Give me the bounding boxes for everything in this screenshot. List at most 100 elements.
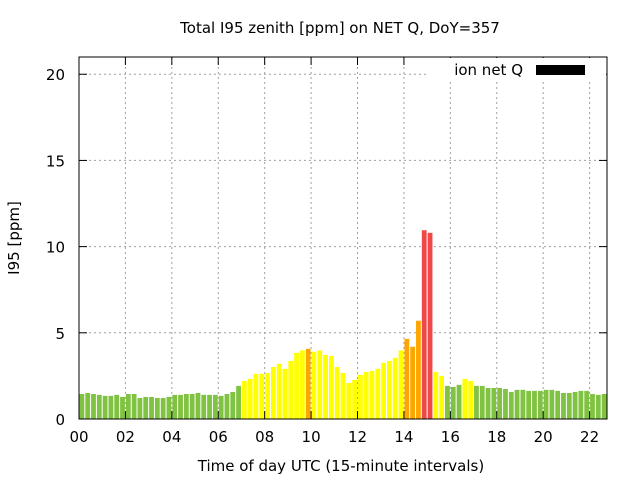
bar xyxy=(532,390,537,419)
bar xyxy=(363,371,369,419)
bar xyxy=(224,394,230,419)
bar xyxy=(566,392,572,419)
bar xyxy=(207,394,212,419)
bar xyxy=(503,389,508,419)
ticks: 0 5 10 15 20 00 02 04 06 08 10 12 14 16 18 20 22 xyxy=(46,57,607,446)
x-tick-label: 00 xyxy=(69,428,88,446)
bar xyxy=(334,366,340,419)
bar xyxy=(601,394,607,419)
x-tick-label: 12 xyxy=(348,428,367,446)
bar xyxy=(514,389,520,419)
y-tick-label: 15 xyxy=(46,152,65,170)
bar xyxy=(247,378,253,419)
x-tick-label: 10 xyxy=(302,428,321,446)
bar xyxy=(183,394,189,419)
bar xyxy=(218,395,224,419)
bar xyxy=(404,338,410,419)
bar xyxy=(120,396,125,419)
bar xyxy=(410,346,416,419)
bar xyxy=(166,396,172,419)
x-axis-label: Time of day UTC (15-minute intervals) xyxy=(197,457,484,475)
bar xyxy=(584,390,590,419)
bar xyxy=(555,390,561,419)
bar xyxy=(387,360,392,419)
y-tick-label: 20 xyxy=(46,66,65,84)
bar xyxy=(485,387,491,419)
bar xyxy=(160,397,166,419)
bar xyxy=(456,384,462,419)
bar xyxy=(491,387,497,419)
bar xyxy=(253,373,259,419)
bar xyxy=(369,370,375,419)
bar xyxy=(131,394,137,419)
x-tick-label: 20 xyxy=(534,428,553,446)
bar xyxy=(259,373,265,419)
bar xyxy=(149,396,154,419)
bar xyxy=(375,368,381,419)
bar xyxy=(526,390,532,419)
bar xyxy=(381,362,387,419)
bar xyxy=(241,380,247,419)
bar xyxy=(201,394,207,419)
x-tick-label: 16 xyxy=(441,428,460,446)
bar xyxy=(102,395,108,419)
y-tick-label: 5 xyxy=(55,325,65,343)
legend: ion net Q xyxy=(428,58,606,80)
bar xyxy=(445,385,450,419)
chart-title: Total I95 zenith [ppm] on NET Q, DoY=357 xyxy=(179,19,500,37)
x-tick-label: 08 xyxy=(255,428,274,446)
bar xyxy=(236,385,241,419)
bar xyxy=(265,372,270,419)
bar xyxy=(398,350,404,419)
bar xyxy=(154,397,160,419)
bar xyxy=(590,394,595,419)
bar xyxy=(358,374,363,419)
bar xyxy=(79,394,85,419)
y-axis-label: I95 [ppm] xyxy=(5,201,23,275)
grid xyxy=(79,57,607,419)
x-tick-label: 18 xyxy=(487,428,506,446)
plot-frame xyxy=(78,56,608,420)
bar xyxy=(352,379,358,419)
bar xyxy=(416,320,421,419)
bar xyxy=(230,391,236,419)
bar xyxy=(439,375,445,419)
bar xyxy=(172,394,178,419)
bar xyxy=(450,386,456,419)
bar xyxy=(189,394,195,419)
y-tick-label: 0 xyxy=(55,411,65,429)
bar xyxy=(433,371,439,419)
legend-label: ion net Q xyxy=(454,61,523,79)
x-tick-label: 02 xyxy=(116,428,135,446)
bar xyxy=(195,392,201,419)
bar xyxy=(212,394,218,419)
bar xyxy=(137,397,143,419)
legend-swatch xyxy=(536,65,585,75)
bar xyxy=(328,355,334,419)
bar xyxy=(561,392,566,419)
bar xyxy=(537,390,543,419)
bar xyxy=(595,394,601,419)
bar xyxy=(479,385,485,419)
bar xyxy=(462,378,468,419)
x-tick-label: 14 xyxy=(394,428,413,446)
bar xyxy=(421,230,427,419)
bar xyxy=(346,382,352,419)
bar xyxy=(340,372,346,419)
bars xyxy=(79,230,607,419)
x-tick-label: 04 xyxy=(162,428,181,446)
bar xyxy=(392,357,398,419)
bar xyxy=(468,380,474,419)
bar xyxy=(125,394,131,419)
bar xyxy=(311,351,317,419)
bar xyxy=(497,387,503,419)
bar xyxy=(114,394,120,419)
bar xyxy=(323,354,328,419)
bar xyxy=(85,392,91,419)
y-tick-label: 10 xyxy=(46,239,65,257)
bar xyxy=(427,232,433,419)
bar xyxy=(508,391,514,419)
bar xyxy=(276,363,282,419)
x-tick-label: 06 xyxy=(209,428,228,446)
